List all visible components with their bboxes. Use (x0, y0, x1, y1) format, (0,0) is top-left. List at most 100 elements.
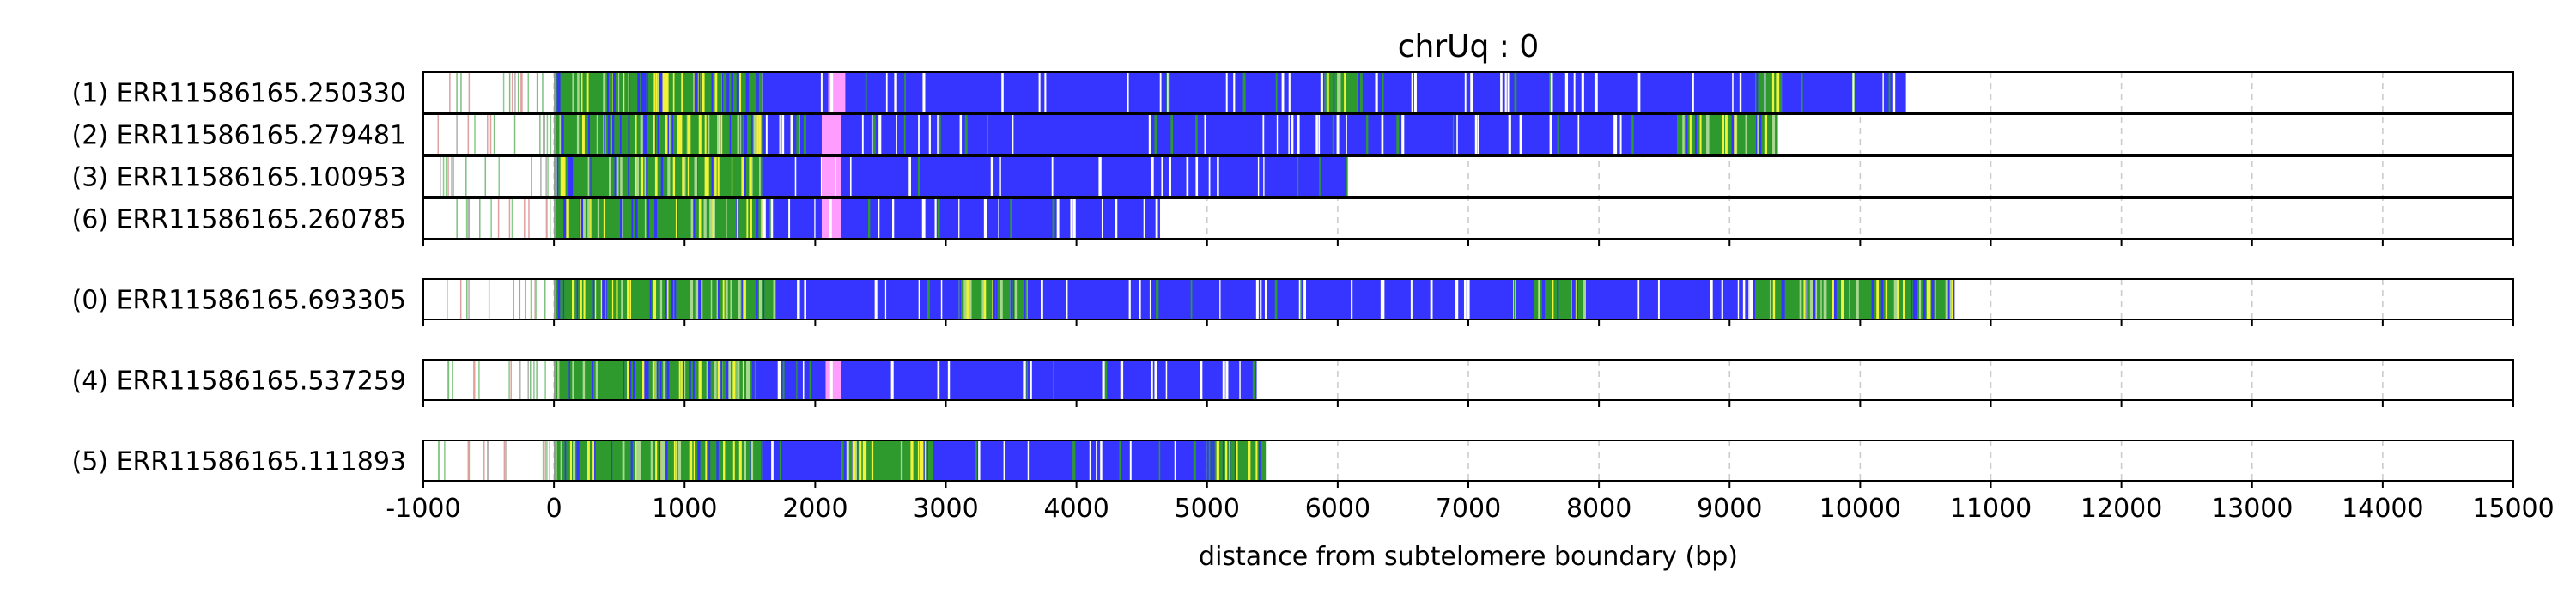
segment-blue (775, 279, 959, 319)
segment-stripe (558, 72, 561, 112)
segment-stripe (1581, 72, 1584, 112)
segment-stripe (706, 156, 709, 197)
segment-stripe (1222, 440, 1224, 481)
segment-stripe (564, 440, 567, 481)
segment-stripe (765, 114, 768, 155)
segment-stripe (667, 114, 670, 155)
segment-stripe (1225, 72, 1228, 112)
segment-stripe (1782, 279, 1785, 319)
segment-stripe (1613, 114, 1616, 155)
pre-boundary-mark (549, 441, 550, 480)
segment-stripe (755, 279, 758, 319)
segment-stripe (1456, 114, 1458, 155)
segment-stripe (689, 360, 691, 400)
segment-stripe (557, 360, 560, 400)
segment-stripe (1052, 198, 1055, 239)
segment-stripe (644, 360, 646, 400)
segment-stripe (847, 440, 848, 481)
segment-stripe (1557, 114, 1559, 155)
segment-stripe (655, 440, 658, 481)
segment-stripe (1275, 72, 1278, 112)
pre-boundary-mark (493, 115, 495, 154)
pre-boundary-mark (513, 280, 514, 319)
segment-stripe (1575, 279, 1577, 319)
segment-stripe (987, 114, 989, 155)
segment-stripe (990, 156, 994, 197)
segment-stripe (751, 156, 753, 197)
segment-stripe (708, 440, 711, 481)
segment-stripe (1888, 72, 1891, 112)
segment-stripe (779, 114, 781, 155)
segment-stripe (675, 440, 677, 481)
segment-stripe (1165, 360, 1168, 400)
segment-stripe (1945, 279, 1948, 319)
segment-stripe (1474, 114, 1478, 155)
segment-stripe (738, 440, 742, 481)
segment-stripe (695, 156, 698, 197)
segment-stripe (614, 156, 617, 197)
pre-boundary-mark (517, 73, 519, 112)
segment-stripe (646, 156, 648, 197)
segment-stripe (796, 114, 799, 155)
segment-pink (821, 114, 841, 155)
segment-stripe (1012, 114, 1014, 155)
segment-stripe (1382, 279, 1385, 319)
read-label: (6) ERR11586165.260785 (72, 205, 406, 235)
segment-stripe (1756, 72, 1759, 112)
segment-stripe (781, 114, 785, 155)
segment-stripe (1139, 279, 1141, 319)
segment-stripe (917, 440, 920, 481)
segment-stripe (694, 156, 696, 197)
segment-stripe (1745, 114, 1747, 155)
segment-stripe (560, 156, 563, 197)
segment-stripe (908, 156, 911, 197)
read-track: (5) ERR11586165.111893 (72, 440, 2514, 482)
read-track: (0) ERR11586165.693305 (72, 278, 2514, 320)
segment-stripe (711, 72, 714, 112)
x-tick-label: 3000 (913, 494, 978, 524)
segment-stripe (583, 198, 586, 239)
segment-stripe (1574, 279, 1576, 319)
segment-stripe (1148, 114, 1151, 155)
segment-stripe (1297, 114, 1300, 155)
segment-stripe (602, 279, 605, 319)
segment-stripe (771, 440, 774, 481)
segment-blue (841, 198, 1160, 239)
segment-stripe (640, 114, 643, 155)
segment-stripe (1159, 72, 1162, 112)
segment-stripe (992, 279, 996, 319)
segment-stripe (750, 114, 753, 155)
segment-stripe (736, 198, 739, 239)
segment-stripe (1538, 279, 1540, 319)
segment-stripe (661, 440, 665, 481)
segment-stripe (706, 360, 708, 400)
segment-stripe (572, 360, 574, 400)
segment-stripe (1174, 440, 1176, 481)
segment-stripe (1014, 279, 1018, 319)
segment-stripe (650, 440, 653, 481)
segment-stripe (646, 72, 648, 112)
segment-blue (841, 156, 1347, 197)
segment-stripe (981, 279, 984, 319)
segment-stripe (1880, 279, 1884, 319)
track-frame (422, 113, 2514, 155)
segment-blue (1024, 279, 1534, 319)
segment-stripe (590, 156, 592, 197)
segment-stripe (1757, 114, 1759, 155)
pre-boundary-mark (467, 199, 469, 238)
segment-stripe (1100, 440, 1103, 481)
segment-stripe (884, 279, 887, 319)
segment-stripe (696, 156, 698, 197)
segment-stripe (777, 360, 781, 400)
segment-stripe (878, 114, 882, 155)
segment-stripe (576, 279, 579, 319)
segment-stripe (874, 279, 878, 319)
segment-stripe (616, 279, 618, 319)
segment-stripe (1573, 72, 1576, 112)
pre-boundary-mark (468, 280, 470, 319)
segment-stripe (1257, 156, 1260, 197)
segment-stripe (1381, 114, 1384, 155)
segment-stripe (716, 279, 718, 319)
segment-stripe (701, 279, 703, 319)
segment-stripe (1234, 440, 1236, 481)
